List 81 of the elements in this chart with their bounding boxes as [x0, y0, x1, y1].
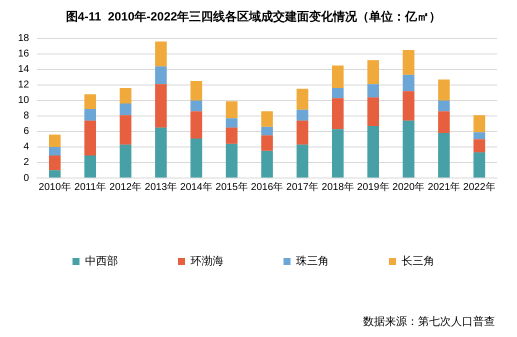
bar — [438, 133, 450, 178]
bar — [84, 156, 96, 178]
bar — [226, 101, 238, 118]
bar — [402, 74, 414, 92]
x-tick-label: 2021年 — [428, 180, 460, 193]
x-tick-label: 2010年 — [38, 180, 71, 193]
x-tick-label: 2022年 — [463, 180, 496, 193]
y-tick-label: 6 — [24, 126, 30, 138]
x-tick-label: 2019年 — [357, 180, 390, 193]
bar — [332, 98, 344, 130]
bar — [473, 132, 486, 140]
bar — [48, 156, 61, 170]
source-note: 数据来源：第七次人口普查 — [363, 315, 495, 328]
bar — [402, 120, 414, 178]
bar — [473, 152, 486, 178]
bar — [332, 88, 344, 98]
bar — [438, 100, 450, 112]
legend-label: 长三角 — [402, 254, 434, 268]
bar — [296, 88, 308, 110]
x-tick-label: 2020年 — [392, 180, 425, 193]
y-tick-label: 4 — [24, 142, 30, 153]
bar — [226, 118, 238, 128]
bar — [84, 108, 96, 121]
bar — [120, 104, 132, 116]
bar — [226, 128, 238, 144]
bar — [190, 111, 202, 138]
legend-label: 中西部 — [85, 254, 118, 268]
y-tick-label: 12 — [18, 80, 30, 91]
bar — [402, 50, 414, 75]
bar — [48, 134, 61, 147]
bar — [402, 91, 414, 121]
bar — [155, 66, 167, 84]
bar — [48, 170, 61, 178]
bar — [120, 144, 132, 178]
x-tick-label: 2011年 — [74, 180, 106, 193]
bar — [261, 111, 273, 127]
bar — [84, 94, 96, 109]
bar — [296, 144, 308, 178]
y-tick-label: 0 — [24, 172, 30, 184]
bar — [48, 146, 61, 156]
legend-label: 环渤海 — [190, 254, 224, 268]
x-tick-label: 2017年 — [286, 180, 319, 193]
y-tick-label: 16 — [18, 48, 30, 60]
bar — [332, 66, 344, 88]
bar — [190, 100, 202, 112]
bar — [473, 115, 486, 132]
x-tick-label: 2016年 — [250, 180, 284, 193]
y-tick-label: 2 — [24, 157, 30, 168]
bar — [190, 81, 202, 100]
bar — [367, 60, 380, 84]
bar — [190, 138, 202, 178]
bar — [332, 129, 344, 178]
x-tick-label: 2012年 — [109, 180, 142, 193]
bar — [84, 120, 96, 156]
bar — [261, 135, 273, 151]
bar — [120, 115, 132, 145]
x-tick-label: 2013年 — [144, 180, 178, 193]
y-tick-label: 14 — [18, 64, 30, 76]
bar — [438, 80, 450, 100]
bar — [367, 84, 380, 98]
bar — [296, 110, 308, 121]
bar — [261, 150, 273, 178]
y-tick-label: 8 — [24, 110, 30, 122]
bar — [120, 88, 132, 104]
bar — [367, 126, 380, 178]
bar — [473, 139, 486, 152]
bar — [155, 128, 167, 178]
x-tick-label: 2014年 — [180, 180, 212, 193]
bar — [296, 120, 308, 145]
x-tick-label: 2015年 — [216, 180, 248, 193]
x-tick-label: 2018年 — [322, 180, 354, 193]
bar — [438, 111, 450, 134]
chart-title: 图4-11 2010年-2022年三四线各区域成交建面变化情况（单位：亿㎡） — [66, 10, 442, 24]
bar — [226, 144, 238, 178]
y-tick-label: 18 — [18, 33, 30, 44]
bar — [155, 42, 167, 66]
y-tick-label: 10 — [18, 95, 30, 106]
legend-label: 珠三角 — [296, 254, 329, 268]
bar — [367, 97, 380, 126]
bar — [155, 84, 167, 128]
bar — [261, 126, 273, 136]
